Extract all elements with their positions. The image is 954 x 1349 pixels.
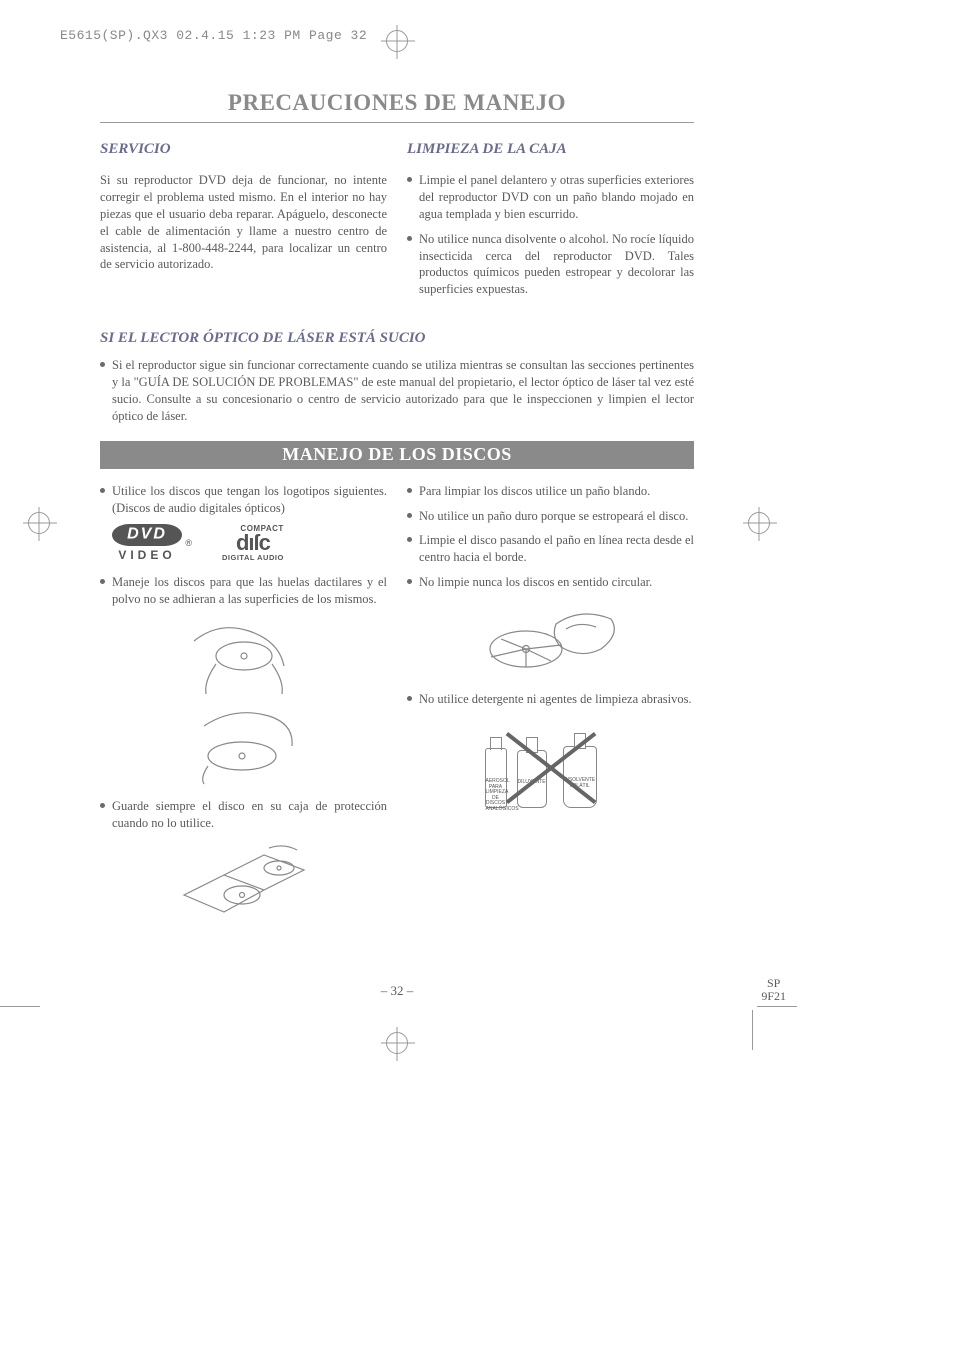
text-servicio: Si su reproductor DVD deja de funcionar,…: [100, 172, 387, 273]
cd-disc-label: dıſc: [222, 533, 284, 553]
slug-line: E5615(SP).QX3 02.4.15 1:23 PM Page 32: [60, 28, 367, 43]
page-content: PRECAUCIONES DE MANEJO SERVICIO Si su re…: [100, 90, 694, 942]
two-column-top: SERVICIO Si su reproductor DVD deja de f…: [100, 141, 694, 306]
crop-target-right: [748, 512, 770, 534]
list-item: No utilice nunca disolvente o alcohol. N…: [407, 231, 694, 299]
disc-case-illustration: [169, 840, 319, 930]
list-item: No limpie nunca los discos en sentido ci…: [407, 574, 694, 591]
crop-target-top: [386, 30, 408, 52]
list-item: No utilice un paño duro porque se estrop…: [407, 508, 694, 525]
list-item: No utilice detergente ni agentes de limp…: [407, 691, 694, 708]
disc-handling-illustration: [164, 616, 324, 786]
crop-line: [757, 1006, 797, 1007]
dvd-video-label: VIDEO: [112, 548, 182, 562]
list-item: Para limpiar los discos utilice un paño …: [407, 483, 694, 500]
list-item: Maneje los discos para que las huelas da…: [100, 574, 387, 608]
list-item: Limpie el panel delantero y otras superf…: [407, 172, 694, 223]
footer-code: SP 9F21: [761, 977, 786, 1003]
section-bar: MANEJO DE LOS DISCOS: [100, 441, 694, 469]
dvd-oval-icon: ®: [112, 524, 182, 546]
list-left: Utilice los discos que tengan los logoti…: [100, 483, 387, 517]
dvd-video-logo: ® VIDEO: [112, 524, 182, 562]
list-item: Limpie el disco pasando el paño en línea…: [407, 532, 694, 566]
list-left-2: Maneje los discos para que las huelas da…: [100, 574, 387, 608]
list-item: Utilice los discos que tengan los logoti…: [100, 483, 387, 517]
footer-code-top: SP: [767, 976, 780, 990]
heading-lector: SI EL LECTOR ÓPTICO DE LÁSER ESTÁ SUCIO: [100, 330, 694, 347]
cleaners-crossed-illustration: AEROSOL PARA LIMPIEZA DE DISCOS ANALÓGIC…: [481, 716, 621, 816]
list-right: Para limpiar los discos utilice un paño …: [407, 483, 694, 591]
list-right-2: No utilice detergente ni agentes de limp…: [407, 691, 694, 708]
crop-line: [0, 1006, 40, 1007]
col-limpieza: LIMPIEZA DE LA CAJA Limpie el panel dela…: [407, 141, 694, 306]
list-left-3: Guarde siempre el disco en su caja de pr…: [100, 798, 387, 832]
crop-line: [752, 1010, 753, 1050]
cross-out-icon: [481, 716, 621, 816]
compact-disc-logo: COMPACT dıſc DIGITAL AUDIO: [222, 524, 284, 562]
disc-wiping-illustration: [471, 599, 631, 679]
crop-target-bottom: [386, 1032, 408, 1054]
list-item: Guarde siempre el disco en su caja de pr…: [100, 798, 387, 832]
two-column-discs: Utilice los discos que tengan los logoti…: [100, 483, 694, 942]
page-number: – 32 –: [100, 983, 694, 999]
footer-code-bot: 9F21: [761, 989, 786, 1003]
list-lector: Si el reproductor sigue sin funcionar co…: [100, 357, 694, 425]
list-limpieza: Limpie el panel delantero y otras superf…: [407, 172, 694, 298]
col-servicio: SERVICIO Si su reproductor DVD deja de f…: [100, 141, 387, 306]
list-item: Si el reproductor sigue sin funcionar co…: [100, 357, 694, 425]
col-right-discs: Para limpiar los discos utilice un paño …: [407, 483, 694, 942]
crop-target-left: [28, 512, 50, 534]
heading-limpieza: LIMPIEZA DE LA CAJA: [407, 141, 694, 158]
logo-row: ® VIDEO COMPACT dıſc DIGITAL AUDIO: [112, 524, 387, 562]
heading-servicio: SERVICIO: [100, 141, 387, 158]
cd-digital-label: DIGITAL AUDIO: [222, 553, 284, 562]
col-left-discs: Utilice los discos que tengan los logoti…: [100, 483, 387, 942]
main-title: PRECAUCIONES DE MANEJO: [100, 90, 694, 123]
